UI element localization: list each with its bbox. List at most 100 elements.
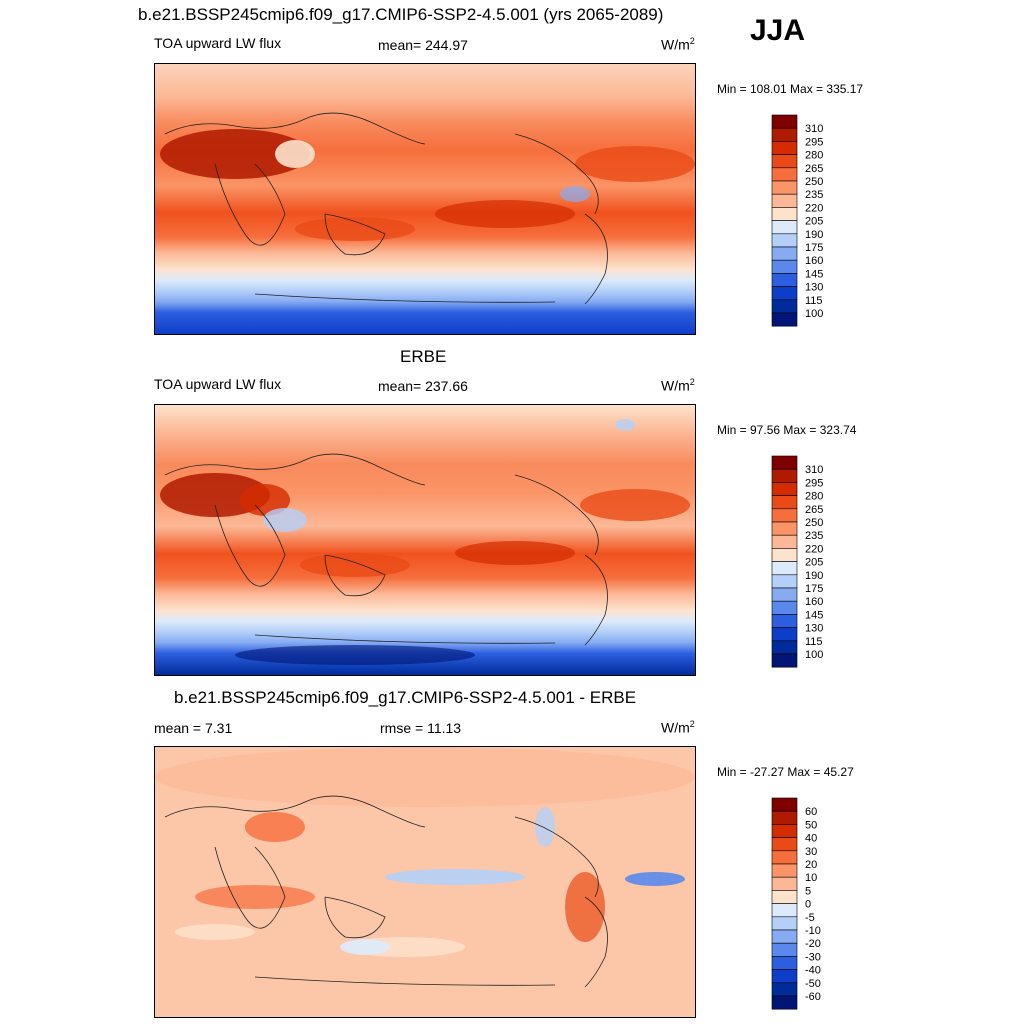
colorbar-swatch (771, 246, 798, 261)
hot-region (160, 129, 310, 179)
colorbar-tick-label: -20 (805, 938, 821, 950)
colorbar-tick-label: 175 (805, 242, 823, 254)
colorbar-swatch (771, 916, 798, 931)
colorbar-tick-label: 235 (805, 189, 823, 201)
colorbar-tick-label: -10 (805, 925, 821, 937)
colorbar-swatch (771, 797, 798, 812)
colorbar-swatch (771, 286, 798, 301)
colorbar-swatch (771, 273, 798, 287)
colorbar-swatch (771, 969, 798, 984)
colorbar-tick-label: 30 (805, 846, 817, 858)
colorbar-tick-label: 60 (805, 806, 817, 818)
colorbar-tick-label: 100 (805, 308, 823, 320)
colorbar-tick-label: 310 (805, 123, 823, 135)
colorbar-swatch (771, 614, 798, 628)
colorbar-tick-label: 145 (805, 609, 823, 621)
panel1-map (154, 63, 696, 335)
colorbar-tick-label: 145 (805, 268, 823, 280)
colorbar-swatch (771, 995, 798, 1010)
panel3-minmax: Min = -27.27 Max = 45.27 (717, 765, 854, 779)
colorbar-tick-label: 175 (805, 583, 823, 595)
colorbar-swatch (771, 508, 798, 523)
colorbar-tick-label: 115 (805, 636, 823, 648)
colorbar-tick-label: 280 (805, 491, 823, 503)
colorbar-swatch (771, 220, 798, 235)
colorbar-swatch (771, 561, 798, 576)
colorbar-tick-label: 235 (805, 530, 823, 542)
panel2-map (154, 404, 696, 676)
colorbar-swatch (771, 627, 798, 642)
panel3-map (154, 746, 696, 1018)
season-label: JJA (750, 14, 806, 47)
panel1-map-svg (155, 64, 695, 334)
panel1-colorbar-svg: 3102952802652502352202051901751601451301… (771, 114, 823, 327)
colorbar-swatch (771, 640, 798, 655)
colorbar-swatch (771, 495, 798, 510)
panel3-units: W/m2 (661, 719, 695, 736)
colorbar-swatch (771, 167, 798, 182)
panel2-map-svg (155, 405, 695, 675)
colorbar-swatch (771, 876, 798, 891)
panel2-colorbar-svg: 3102952802652502352202051901751601451301… (771, 455, 823, 668)
colorbar-swatch (771, 850, 798, 865)
colorbar-swatch (771, 929, 798, 944)
colorbar-tick-label: 115 (805, 295, 823, 307)
colorbar-tick-label: 190 (805, 229, 823, 241)
colorbar-swatch (771, 312, 798, 327)
colorbar-tick-label: -50 (805, 978, 821, 990)
colorbar-tick-label: 205 (805, 557, 823, 569)
colorbar-tick-label: 295 (805, 136, 823, 148)
colorbar-tick-label: 0 (805, 899, 811, 911)
colorbar-swatch (771, 548, 798, 562)
colorbar-tick-label: 20 (805, 859, 817, 871)
colorbar-tick-label: 40 (805, 833, 817, 845)
colorbar-swatch (771, 942, 798, 957)
colorbar-swatch (771, 810, 798, 825)
colorbar-swatch (771, 141, 798, 155)
panel1-title: b.e21.BSSP245cmip6.f09_g17.CMIP6-SSP2-4.… (138, 5, 664, 24)
colorbar-swatch (771, 837, 798, 852)
panel3-mean: mean = 7.31 (154, 720, 233, 736)
colorbar-swatch (771, 982, 798, 997)
colorbar-tick-label: -30 (805, 951, 821, 963)
colorbar-swatch (771, 233, 798, 248)
colorbar-tick-label: 250 (805, 517, 823, 529)
colorbar-swatch (771, 863, 798, 878)
panel3-rmse: rmse = 11.13 (380, 720, 462, 736)
colorbar-tick-label: 130 (805, 623, 823, 635)
panel1-minmax: Min = 108.01 Max = 335.17 (717, 82, 864, 96)
colorbar-swatch (771, 114, 798, 129)
colorbar-swatch (771, 193, 798, 208)
colorbar-swatch (771, 574, 798, 589)
panel2-variable: TOA upward LW flux (154, 376, 282, 392)
colorbar-swatch (771, 127, 798, 142)
colorbar-swatch (771, 207, 798, 221)
colorbar-swatch (771, 482, 798, 496)
colorbar-swatch (771, 259, 798, 274)
colorbar-tick-label: -60 (805, 991, 821, 1003)
colorbar-tick-label: 205 (805, 216, 823, 228)
panel3-map-svg (155, 747, 695, 1017)
colorbar-swatch (771, 824, 798, 838)
colorbar-tick-label: 10 (805, 872, 817, 884)
colorbar-tick-label: -5 (805, 912, 815, 924)
colorbar-swatch (771, 468, 798, 483)
colorbar-tick-label: 100 (805, 649, 823, 661)
colorbar-swatch (771, 587, 798, 602)
panel1-units: W/m2 (661, 36, 695, 53)
colorbar-swatch (771, 299, 798, 314)
panel3-title: b.e21.BSSP245cmip6.f09_g17.CMIP6-SSP2-4.… (174, 688, 637, 707)
colorbar-swatch (771, 890, 798, 904)
colorbar-tick-label: 265 (805, 504, 823, 516)
colorbar-tick-label: 50 (805, 819, 817, 831)
colorbar-swatch (771, 534, 798, 549)
panel2-colorbar: 310 295 280 265 250 235 220 205 190 175 160 145 130 1… (771, 455, 823, 670)
colorbar-swatch (771, 600, 798, 615)
colorbar-tick-label: 5 (805, 885, 811, 897)
panel3-colorbar: 60 50 40 30 20 10 5 0 -5 -10 -20 -30 -40 -50 -60 (771, 797, 821, 1012)
panel2-minmax: Min = 97.56 Max = 323.74 (717, 423, 857, 437)
colorbar-swatch (771, 154, 798, 169)
colorbar-tick-label: 295 (805, 477, 823, 489)
colorbar-tick-label: 250 (805, 176, 823, 188)
